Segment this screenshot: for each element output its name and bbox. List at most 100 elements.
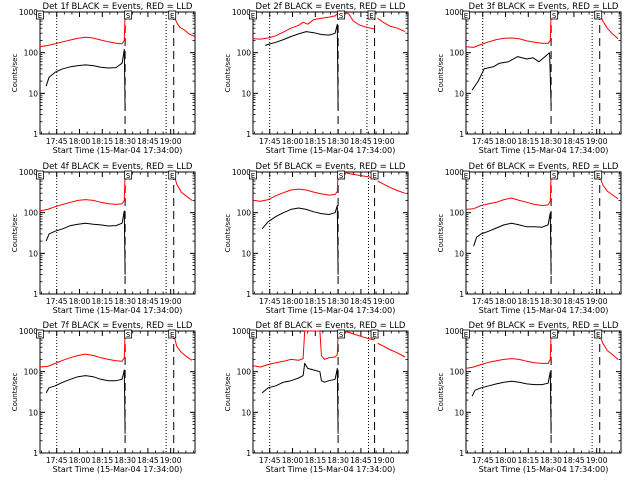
- x-tick-label: 18:15: [517, 297, 539, 306]
- lld-series-line: [465, 11, 552, 48]
- x-tick-label: 18:45: [563, 137, 585, 146]
- y-tick-label: 1: [33, 290, 38, 299]
- marker-box: [462, 170, 470, 180]
- marker-box: [36, 170, 44, 180]
- lld-series-line: [465, 171, 552, 210]
- lld-series-line: [173, 334, 193, 361]
- x-tick-label: 17:45: [46, 456, 68, 465]
- x-tick-label: 18:45: [350, 137, 372, 146]
- y-axis-label: Counts/sec: [224, 373, 232, 412]
- y-axis-label: Counts/sec: [437, 54, 445, 93]
- lld-series-line: [252, 330, 339, 368]
- marker-box: [550, 170, 559, 180]
- plot-frame: [465, 171, 622, 295]
- x-tick-label: 18:45: [137, 456, 159, 465]
- y-tick-label: 10: [241, 89, 251, 98]
- x-tick-label: 18:00: [69, 137, 91, 146]
- y-tick-label: 1000: [19, 8, 38, 17]
- y-tick-label: 10: [454, 408, 464, 417]
- y-tick-label: 10: [454, 89, 464, 98]
- x-tick-label: 17:45: [46, 297, 68, 306]
- x-tick-label: 17:45: [259, 297, 281, 306]
- y-tick-label: 1: [246, 449, 251, 458]
- chart-title: Det 1f BLACK = Events, RED = LLD: [43, 2, 193, 12]
- y-axis-label: Counts/sec: [11, 373, 19, 412]
- marker-label: E: [170, 12, 174, 20]
- x-tick-label: 18:30: [327, 297, 349, 306]
- x-tick-label: 19:00: [160, 137, 182, 146]
- chart-title: Det 6f BLACK = Events, RED = LLD: [469, 162, 619, 172]
- chart-panel-9: Det 9f BLACK = Events, RED = LLD 1 10 100 10…: [437, 321, 622, 474]
- y-axis-label: Counts/sec: [224, 214, 232, 253]
- y-axis-label: Counts/sec: [11, 214, 19, 253]
- marker-box: [462, 10, 470, 20]
- lld-series-line: [39, 171, 126, 212]
- y-axis-label: Counts/sec: [437, 373, 445, 412]
- x-tick-label: 18:45: [350, 297, 372, 306]
- marker-box: [594, 10, 603, 20]
- y-tick-label: 10: [241, 408, 251, 417]
- lld-series-line: [39, 11, 126, 48]
- x-axis-label: Start Time (15-Mar-04 17:34:00): [266, 465, 396, 474]
- y-tick-label: 100: [237, 368, 252, 377]
- x-tick-label: 18:30: [540, 297, 562, 306]
- y-tick-label: 100: [24, 209, 39, 218]
- chart-title: Det 2f BLACK = Events, RED = LLD: [256, 2, 406, 12]
- lld-series-line: [173, 173, 193, 201]
- events-series-line: [471, 371, 552, 434]
- plot-frame: [252, 330, 409, 454]
- y-tick-label: 100: [237, 209, 252, 218]
- marker-label: E: [596, 331, 600, 339]
- marker-box: [168, 10, 177, 20]
- marker-label: E: [170, 172, 174, 180]
- x-tick-label: 18:00: [282, 297, 304, 306]
- y-tick-label: 100: [237, 49, 252, 58]
- marker-box: [249, 329, 257, 339]
- marker-label: S: [126, 331, 131, 339]
- x-tick-label: 18:45: [137, 297, 159, 306]
- x-tick-label: 18:00: [69, 297, 91, 306]
- x-tick-label: 18:15: [91, 456, 113, 465]
- x-tick-label: 19:00: [373, 456, 395, 465]
- marker-label: E: [38, 331, 42, 339]
- y-tick-label: 1000: [19, 168, 38, 177]
- marker-label: E: [464, 331, 468, 339]
- chart-title: Det 8f BLACK = Events, RED = LLD: [256, 321, 406, 331]
- marker-label: E: [251, 172, 255, 180]
- x-tick-label: 18:15: [517, 456, 539, 465]
- y-tick-label: 1: [459, 290, 464, 299]
- y-tick-label: 10: [241, 249, 251, 258]
- plot-frame: [465, 11, 622, 135]
- x-tick-label: 19:00: [586, 297, 608, 306]
- y-tick-label: 1: [246, 130, 251, 139]
- y-axis-label: Counts/sec: [224, 54, 232, 93]
- events-series-line: [473, 212, 552, 275]
- events-series-line: [45, 369, 126, 434]
- marker-label: E: [170, 331, 174, 339]
- events-series-line: [45, 210, 126, 275]
- x-tick-label: 18:30: [540, 456, 562, 465]
- marker-box: [36, 10, 44, 20]
- y-tick-label: 10: [28, 89, 38, 98]
- y-tick-label: 100: [450, 209, 465, 218]
- lld-series-line: [173, 15, 196, 37]
- x-tick-label: 18:45: [350, 456, 372, 465]
- marker-label: E: [38, 172, 42, 180]
- plot-frame: [39, 330, 196, 454]
- chart-panel-7: Det 7f BLACK = Events, RED = LLD 1 10 100 10…: [11, 321, 196, 474]
- x-axis-label: Start Time (15-Mar-04 17:34:00): [53, 146, 183, 155]
- marker-box: [550, 329, 559, 339]
- plot-frame: [252, 171, 409, 295]
- events-series-line: [45, 48, 126, 110]
- x-tick-label: 17:45: [472, 137, 494, 146]
- x-tick-label: 18:00: [495, 456, 517, 465]
- marker-label: E: [464, 172, 468, 180]
- x-tick-label: 18:00: [282, 137, 304, 146]
- chart-title: Det 3f BLACK = Events, RED = LLD: [469, 2, 619, 12]
- marker-box: [337, 170, 346, 180]
- marker-label: S: [126, 12, 131, 20]
- x-tick-label: 18:00: [69, 456, 91, 465]
- marker-box: [594, 170, 603, 180]
- x-tick-label: 18:30: [114, 456, 136, 465]
- x-tick-label: 19:00: [160, 456, 182, 465]
